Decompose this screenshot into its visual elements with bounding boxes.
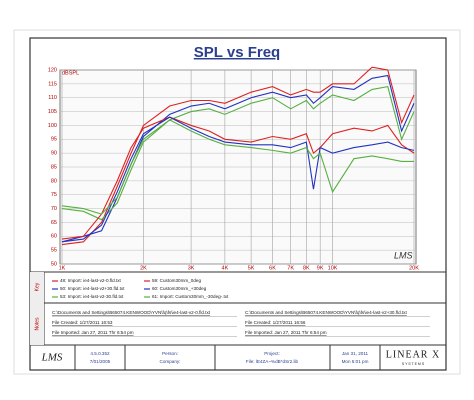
series-line xyxy=(61,86,415,221)
notes-label: Notes xyxy=(34,317,40,331)
series-line xyxy=(61,116,415,243)
legend-label: 48: Import: ie4-last-v2-0.fld.txt xyxy=(60,278,121,283)
brand: LINEAR X xyxy=(386,349,440,360)
chart-title: SPL vs Freq xyxy=(194,44,280,61)
note-text: C:\Documents and Settings\B65074.KENWOOD… xyxy=(245,310,407,315)
x-tick-label: 7K xyxy=(287,265,294,271)
y-tick-label: 115 xyxy=(48,81,57,87)
note-text: File Imported: Jan 27, 2011 Thr 6:54 pm xyxy=(52,330,134,335)
y-tick-label: 60 xyxy=(51,234,57,240)
y-tick-label: 70 xyxy=(51,206,57,212)
y-tick-label: 50 xyxy=(51,261,57,267)
legend-label: 61: Import: Custom30mm_-30deg-.txt xyxy=(152,294,229,299)
y-tick-label: 80 xyxy=(51,178,57,184)
series-line xyxy=(61,66,415,246)
footer-logo: LMS xyxy=(41,352,63,364)
version-date: 7/01/2005 xyxy=(90,359,111,364)
y-tick-label: 85 xyxy=(51,164,57,170)
time: Mon 5:01 pm xyxy=(342,359,369,364)
brand-sub: S Y S T E M S xyxy=(402,362,425,366)
company: Company: xyxy=(160,359,181,364)
y-tick-label: 110 xyxy=(48,95,57,101)
y-tick-label: 105 xyxy=(48,109,57,115)
series-line xyxy=(61,116,415,240)
legend-label: 50: Import: ie4-last-v2+30.fld.txt xyxy=(60,286,125,291)
x-tick-label: 9K xyxy=(317,265,324,271)
file: File: lE4ZA~%dB*dSr2.lib xyxy=(246,359,299,364)
person: Person: xyxy=(162,351,178,356)
x-tick-label: 6K xyxy=(269,265,276,271)
y-tick-label: 55 xyxy=(51,248,57,254)
x-tick-label: 8K xyxy=(303,265,310,271)
y-tick-label: 65 xyxy=(51,220,57,226)
footer: LMS 4.5.0.352 7/01/2005 Person: Company:… xyxy=(41,345,440,370)
date: Jan 31, 2011 xyxy=(342,351,369,356)
x-tick-label: 20K xyxy=(409,265,419,271)
y-tick-label: 90 xyxy=(51,151,57,157)
y-tick-label: 95 xyxy=(51,137,57,143)
side-tab xyxy=(30,272,44,345)
y-tick-label: 75 xyxy=(51,192,57,198)
y-axis-label: dBSPL xyxy=(62,70,79,76)
y-tick-label: 100 xyxy=(48,123,57,129)
x-tick-label: 1K xyxy=(59,265,66,271)
legend-label: 53: Import: ie4-last-v2-30.fld.txt xyxy=(60,294,124,299)
note-text: File Created: 1/27/2011 16:53 xyxy=(52,320,113,325)
note-text: File Created: 1/27/2011 16:56 xyxy=(245,320,306,325)
x-tick-label: 10K xyxy=(328,265,338,271)
version: 4.5.0.352 xyxy=(90,351,110,356)
y-tick-label: 120 xyxy=(48,67,57,73)
x-tick-label: 2K xyxy=(140,265,147,271)
key-label: Key xyxy=(34,282,40,291)
note-text: C:\Documents and Settings\B65074.KENWOOD… xyxy=(52,310,211,315)
x-tick-label: 4K xyxy=(222,265,229,271)
legend-label: 60: Custom30mm_+30deg xyxy=(152,286,207,291)
x-tick-label: 3K xyxy=(188,265,195,271)
watermark: LMS xyxy=(394,250,413,260)
legend-label: 59: Custom30mm_0deg xyxy=(152,278,201,283)
x-tick-label: 5K xyxy=(248,265,255,271)
series-line xyxy=(61,119,414,215)
note-text: File Imported: Jan 27, 2011 Thr 6:54 pm xyxy=(245,330,327,335)
project: Project: xyxy=(264,351,280,356)
